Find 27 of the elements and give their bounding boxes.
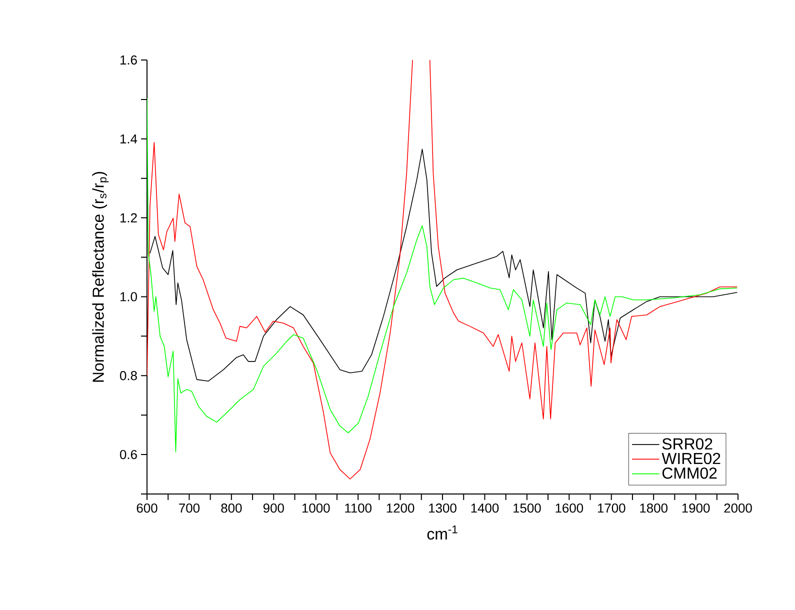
- x-tick-label: 600: [136, 504, 158, 513]
- x-tick-label: 1600: [556, 504, 584, 513]
- y-tick-label: 1.2: [120, 213, 137, 222]
- x-tick-label: 700: [179, 504, 200, 513]
- x-tick-label: 1000: [302, 504, 330, 513]
- x-tick-label: 1900: [682, 504, 710, 513]
- legend-label: CMM02: [662, 467, 717, 479]
- x-tick-label: 800: [221, 504, 242, 513]
- y-tick-label: 1.0: [120, 292, 137, 302]
- x-tick-label: 900: [263, 504, 284, 513]
- y-tick-label: 0.8: [120, 371, 137, 380]
- y-axis-title: Normalized Reflectance (r$_{s}$/r$_{p}$): [92, 172, 109, 382]
- x-tick-label: 1400: [471, 504, 499, 513]
- x-tick-label: 1700: [598, 504, 626, 513]
- legend-label: WIRE02: [662, 452, 720, 464]
- x-tick-label: 1300: [429, 504, 456, 513]
- line-series: [147, 98, 738, 452]
- x-tick-label: 1800: [640, 504, 668, 513]
- x-axis-title: cm$^{-1}$: [427, 526, 458, 540]
- x-tick-label: 1500: [514, 504, 541, 513]
- x-tick-label: 1200: [386, 504, 414, 513]
- legend-label: SRR02: [662, 438, 712, 450]
- y-tick-label: 1.6: [120, 55, 137, 65]
- x-tick-label: 1100: [345, 504, 372, 513]
- y-tick-label: 0.6: [120, 450, 137, 460]
- y-tick-label: 1.4: [120, 134, 138, 144]
- x-tick-label: 2000: [724, 504, 752, 513]
